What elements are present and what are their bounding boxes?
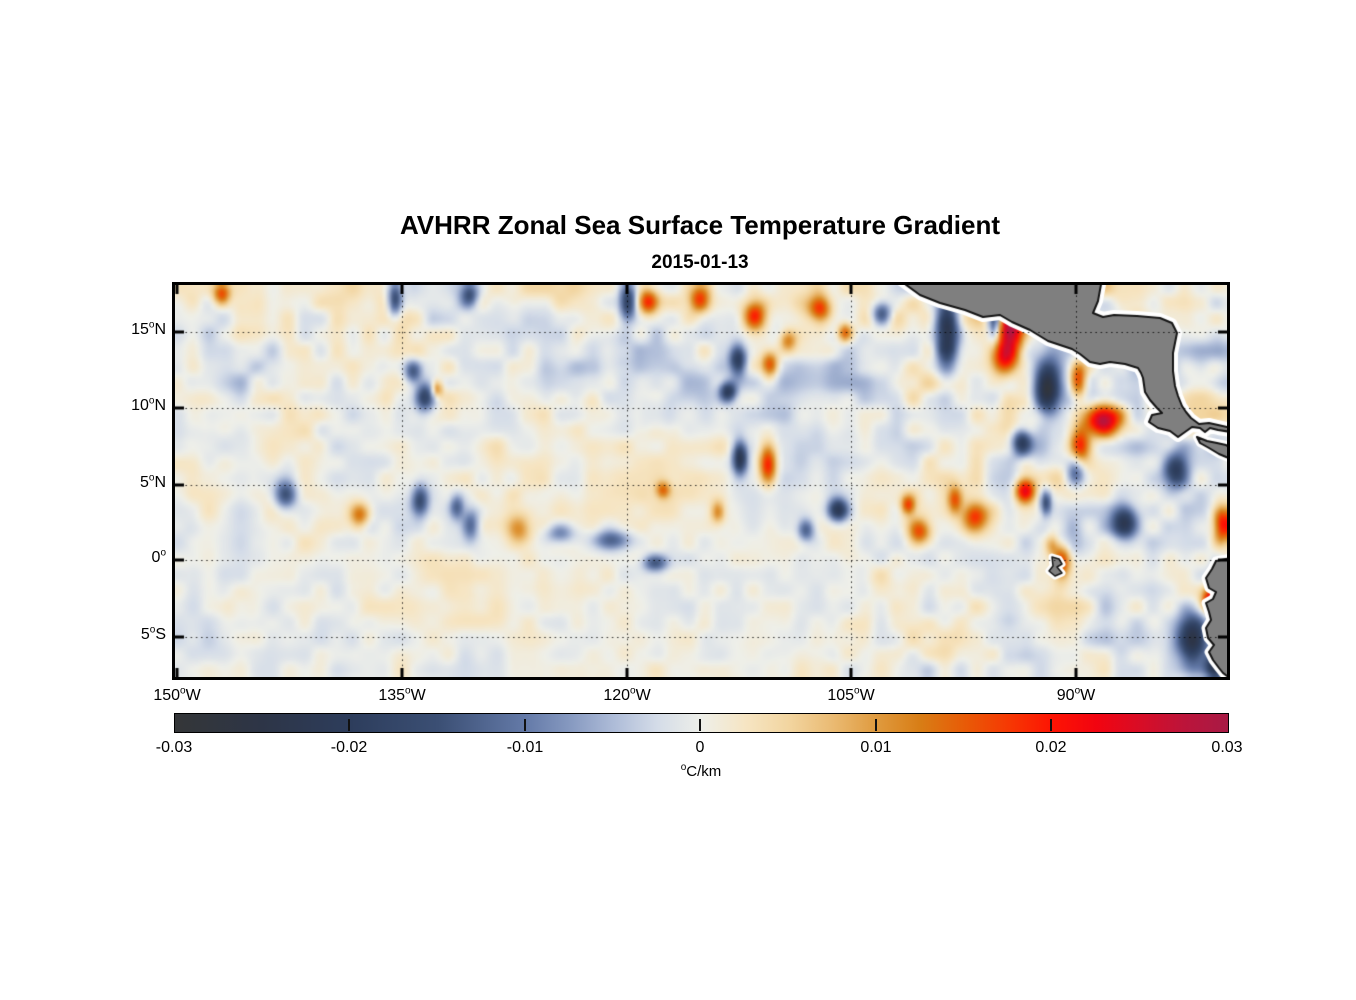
colorbar-label: 0.03	[1211, 739, 1243, 756]
x-axis-tick-label-90w: 90oW	[1056, 685, 1096, 704]
x-axis-tick-label-135w: 135oW	[378, 685, 426, 704]
colorbar-label: -0.02	[330, 739, 368, 756]
colorbar-label: 0	[695, 739, 705, 756]
x-axis-tick-label-120w: 120oW	[603, 685, 651, 704]
y-axis-tick-label-0: 0o	[151, 547, 166, 566]
y-axis-tick-label-10n: 10oN	[131, 395, 166, 414]
y-axis-tick-label-5n: 5oN	[139, 472, 166, 491]
y-axis-tick-label-15n: 15oN	[131, 319, 166, 338]
colorbar-tick	[524, 719, 526, 731]
colorbar-label: 0.01	[860, 739, 892, 756]
x-axis-tick-label-150w: 150oW	[153, 685, 201, 704]
colorbar-label: -0.03	[155, 739, 193, 756]
map-canvas	[175, 285, 1227, 677]
colorbar-unit-label: oC/km	[680, 762, 722, 781]
map-plot	[172, 282, 1230, 680]
y-axis-tick-label-5s: 5oS	[140, 624, 166, 643]
colorbar-label: 0.02	[1035, 739, 1067, 756]
colorbar	[174, 713, 1229, 733]
chart-title: AVHRR Zonal Sea Surface Temperature Grad…	[399, 210, 1001, 240]
colorbar-tick	[348, 719, 350, 731]
colorbar-label: -0.01	[506, 739, 544, 756]
colorbar-tick	[875, 719, 877, 731]
colorbar-tick	[1050, 719, 1052, 731]
x-axis-tick-label-105w: 105oW	[827, 685, 875, 704]
colorbar-tick	[699, 719, 701, 731]
chart-subtitle: 2015-01-13	[651, 252, 749, 273]
